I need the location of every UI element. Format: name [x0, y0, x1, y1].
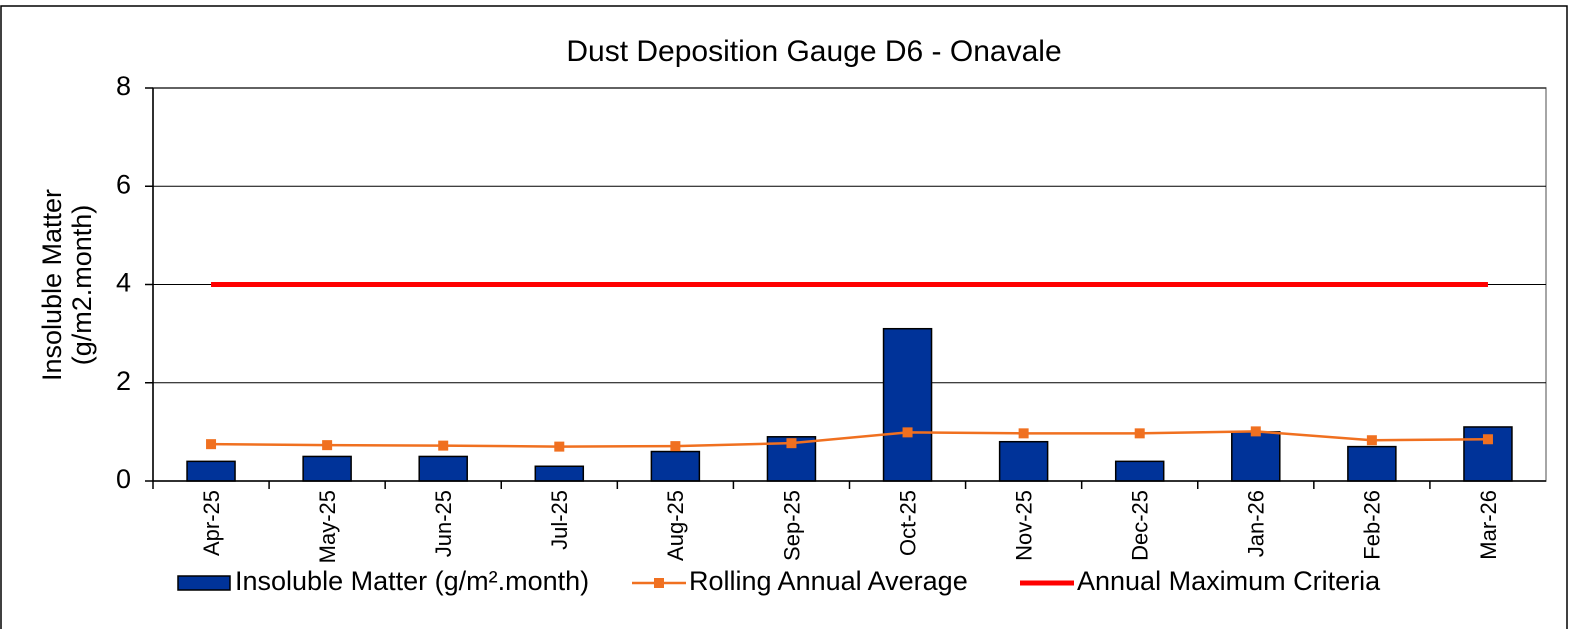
x-tick-label: Oct-25	[895, 490, 920, 556]
marker	[786, 438, 797, 449]
x-tick-label: Jul-25	[547, 490, 572, 550]
marker	[1250, 426, 1261, 437]
x-tick-label: Sep-25	[779, 490, 804, 561]
x-tick-label: Dec-25	[1128, 490, 1153, 561]
x-tick-label: Jan-26	[1244, 490, 1269, 557]
y-tick-label: 6	[116, 169, 131, 199]
legend-swatch	[177, 575, 231, 591]
y-tick-label: 2	[116, 366, 131, 396]
bar	[418, 455, 468, 482]
y-axis-label: Insoluble Matter	[37, 189, 67, 381]
marker	[322, 440, 333, 451]
legend-label: Insoluble Matter (g/m².month)	[235, 566, 589, 596]
x-tick-label: Mar-26	[1476, 490, 1501, 560]
line	[211, 430, 1488, 448]
marker	[438, 440, 449, 451]
legend-marker	[654, 578, 664, 588]
x-tick-label: Feb-26	[1360, 490, 1385, 560]
bar	[534, 465, 585, 482]
x-tick-label: May-25	[315, 490, 340, 563]
bar	[882, 327, 933, 482]
legend-label: Annual Maximum Criteria	[1077, 566, 1381, 596]
marker	[206, 439, 217, 450]
y-tick-label: 0	[116, 464, 131, 494]
bar	[1231, 431, 1281, 482]
marker	[1018, 428, 1029, 439]
marker	[902, 427, 913, 438]
x-tick-label: Jun-25	[431, 490, 456, 557]
chart-title: Dust Deposition Gauge D6 - Onavale	[566, 35, 1061, 68]
bar	[1114, 460, 1165, 482]
bar	[186, 460, 236, 482]
marker	[1482, 434, 1493, 445]
y-tick-label: 4	[116, 268, 131, 298]
chart-frame	[0, 5, 1568, 629]
x-tick-label: Apr-25	[199, 490, 224, 556]
bar	[650, 450, 701, 482]
marker	[554, 441, 565, 452]
bar	[1347, 445, 1397, 482]
legend-label: Rolling Annual Average	[689, 566, 968, 596]
marker	[670, 441, 681, 452]
x-tick-label: Nov-25	[1011, 490, 1036, 561]
bar	[302, 455, 352, 482]
bar	[998, 440, 1049, 482]
marker	[1366, 435, 1377, 446]
y-axis-label: (g/m2.month)	[67, 205, 97, 366]
x-tick-label: Aug-25	[663, 490, 688, 561]
y-tick-label: 8	[116, 71, 131, 101]
marker	[1134, 428, 1145, 439]
